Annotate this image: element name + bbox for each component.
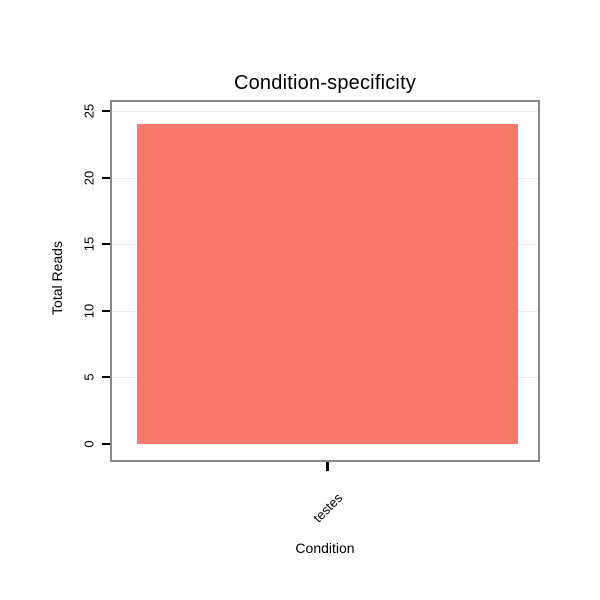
chart-title: Condition-specificity [233, 72, 417, 94]
y-tick-label: 20 [81, 170, 97, 185]
y-tick-mark [102, 243, 110, 246]
y-tick-label: 10 [81, 303, 97, 319]
y-tick-label: 5 [81, 373, 97, 382]
y-tick-mark [102, 309, 110, 312]
y-tick-label: 0 [81, 440, 97, 448]
plot-area [110, 100, 540, 462]
y-tick-mark [102, 443, 110, 445]
y-tick-label: 25 [81, 103, 97, 119]
y-tick-label: 15 [81, 236, 97, 252]
x-tick-mark [326, 462, 329, 471]
y-tick-mark [102, 376, 110, 379]
x-tick-label: testes [309, 490, 345, 526]
y-tick-mark [102, 176, 110, 179]
y-tick-mark [102, 110, 110, 112]
y-axis-label: Total Reads [49, 241, 65, 315]
x-axis-label: Condition [295, 540, 355, 556]
gridline [112, 111, 538, 112]
bar-testes [137, 124, 518, 444]
